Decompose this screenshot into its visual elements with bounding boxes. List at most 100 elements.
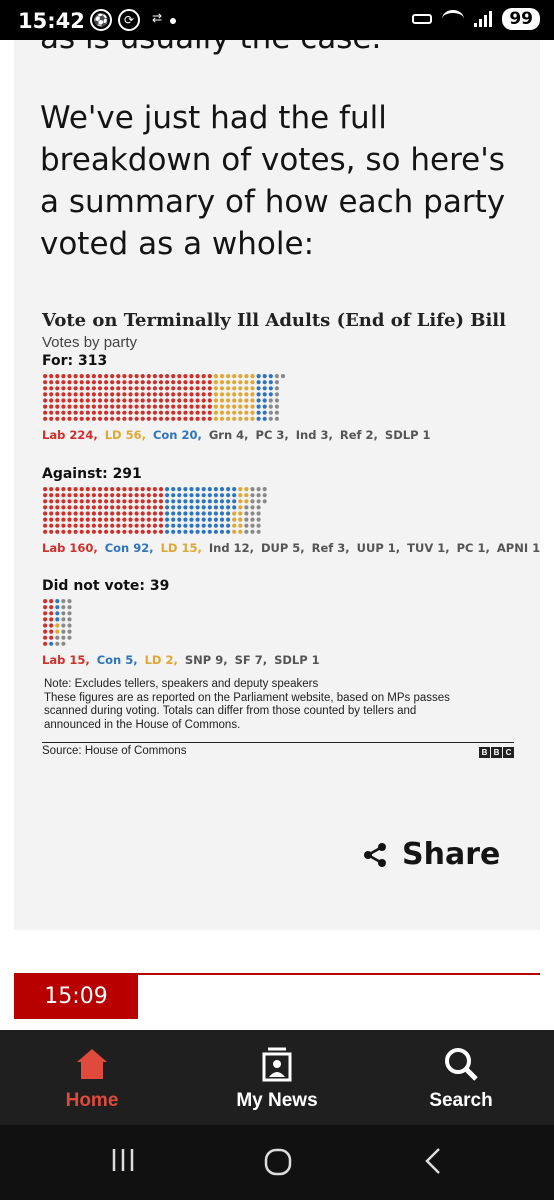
vote-dot <box>128 380 133 385</box>
vote-dot <box>262 499 267 504</box>
vote-dot <box>195 410 200 415</box>
vote-dot <box>91 416 96 421</box>
vote-dot <box>61 641 66 646</box>
vote-dot <box>207 380 212 385</box>
vote-dot <box>268 410 273 415</box>
vote-dot <box>97 416 103 421</box>
vote-dot <box>55 416 60 421</box>
vote-dot <box>171 410 176 415</box>
vote-dot <box>183 529 188 534</box>
vote-dot <box>165 493 170 498</box>
vote-dot <box>256 398 261 403</box>
vote-dot <box>128 529 133 534</box>
vote-dot <box>226 505 231 510</box>
vote-dot <box>43 635 48 640</box>
vote-dot <box>158 416 164 421</box>
nav-search[interactable]: Search <box>391 1046 531 1112</box>
vote-dot <box>128 493 133 498</box>
vote-dot <box>207 505 212 510</box>
vote-dot <box>146 386 151 391</box>
vote-dot <box>238 505 243 510</box>
vote-dot <box>97 511 103 516</box>
vote-dot <box>140 374 145 379</box>
vote-dot <box>61 599 66 604</box>
system-indicators: 99 <box>412 8 540 30</box>
nav-my-news[interactable]: My News <box>207 1046 347 1112</box>
vote-dot <box>183 392 188 397</box>
vote-dot <box>85 380 90 385</box>
vote-dot <box>183 493 188 498</box>
vote-dot <box>104 529 109 534</box>
vote-dot <box>73 392 78 397</box>
vote-dot <box>85 404 90 409</box>
home-system-button[interactable] <box>263 1147 293 1185</box>
vote-dot <box>73 386 78 391</box>
vote-dot <box>280 374 286 379</box>
vote-dot <box>104 487 109 492</box>
vote-dot <box>183 374 188 379</box>
vote-group-legend: Lab 15, Con 5, LD 2, SNP 9, SF 7, SDLP 1 <box>42 653 327 667</box>
vote-dot <box>171 523 176 528</box>
vote-dot <box>250 410 255 415</box>
vote-dot <box>256 374 261 379</box>
vote-dot <box>146 416 151 421</box>
vote-dot <box>158 374 164 379</box>
vote-dot <box>189 529 194 534</box>
vote-dot <box>61 517 66 522</box>
vote-dot <box>158 487 164 492</box>
vote-dot <box>152 374 157 379</box>
vote-dot <box>73 398 78 403</box>
vote-dot <box>226 392 231 397</box>
vote-dot <box>91 523 96 528</box>
vote-dot <box>61 493 66 498</box>
vote-dot <box>146 398 151 403</box>
vote-dot <box>61 617 66 622</box>
vote-dot <box>116 511 121 516</box>
signal-icon <box>474 11 493 27</box>
vote-dot <box>146 404 151 409</box>
vote-dot <box>256 380 261 385</box>
vote-dot <box>55 623 60 628</box>
vote-dot <box>244 487 249 492</box>
vote-dot <box>55 641 60 646</box>
vote-dot <box>128 523 133 528</box>
vote-dot <box>140 505 145 510</box>
vote-dot <box>128 410 133 415</box>
vote-dot <box>79 410 84 415</box>
vote-dot <box>55 599 60 604</box>
vote-dot <box>244 386 249 391</box>
vote-dot <box>171 517 176 522</box>
vote-dot <box>262 487 267 492</box>
vote-dot <box>43 623 48 628</box>
back-button[interactable] <box>422 1147 444 1183</box>
vote-dot <box>244 416 249 421</box>
vote-dot <box>183 380 188 385</box>
vote-dot <box>219 511 225 516</box>
vote-dot <box>116 410 121 415</box>
legend-entry: PC 1, <box>456 540 490 555</box>
vote-dot <box>110 404 115 409</box>
vote-dot <box>128 511 133 516</box>
vote-dot <box>116 380 121 385</box>
bbc-logo-letter: B <box>491 747 502 758</box>
vote-dot <box>189 386 194 391</box>
vote-dot <box>116 386 121 391</box>
share-button[interactable]: Share <box>362 837 500 872</box>
recent-apps-button[interactable] <box>110 1147 136 1181</box>
vote-dot <box>140 410 145 415</box>
vote-dot <box>61 505 66 510</box>
vote-dot <box>134 493 139 498</box>
vote-dot <box>49 523 54 528</box>
vote-dot <box>134 517 139 522</box>
vote-dot <box>183 416 188 421</box>
vote-dot <box>73 487 78 492</box>
vote-dot <box>140 487 145 492</box>
article-paragraph: We've just had the full breakdown of vot… <box>40 100 506 262</box>
vote-dot <box>165 410 170 415</box>
nav-home[interactable]: Home <box>22 1046 162 1112</box>
vote-dot <box>85 386 90 391</box>
vote-dot <box>238 523 243 528</box>
vote-dot <box>49 487 54 492</box>
vote-dot <box>55 523 60 528</box>
